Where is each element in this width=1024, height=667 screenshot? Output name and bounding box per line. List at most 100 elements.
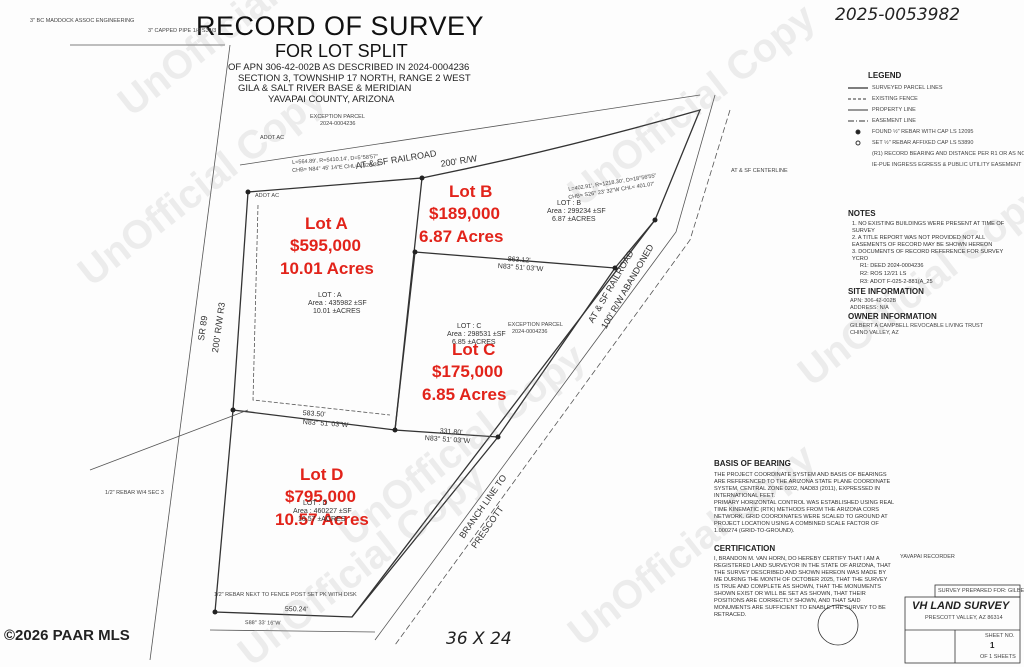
highway-line <box>149 44 231 661</box>
legend-item: FOUND ½" REBAR WITH CAP LS 12095 <box>872 129 974 135</box>
sheet-label: SHEET NO. <box>985 633 1015 639</box>
certification-title: CERTIFICATION <box>714 544 776 553</box>
basis-paragraph: PRIMARY HORIZONTAL CONTROL WAS ESTABLISH… <box>714 500 894 534</box>
lot-price: $795,000 <box>285 487 356 506</box>
header-line: OF APN 306-42-002B AS DESCRIBED IN 2024-… <box>228 62 470 73</box>
header-line: YAVAPAI COUNTY, ARIZONA <box>268 93 395 105</box>
plat-area: Area : 299234 ±SF <box>547 208 606 215</box>
railroad-line <box>351 219 656 618</box>
header-line: GILA & SALT RIVER BASE & MERIDIAN <box>238 83 412 94</box>
monuments <box>212 175 658 615</box>
prepared-for: SURVEY PREPARED FOR: GILBERT A CAMPBELL <box>938 588 1024 594</box>
certification-text: I, BRANDON M. VAN HORN, DO HEREBY CERTIF… <box>714 556 891 618</box>
document-number: 2025-0053982 <box>835 5 961 25</box>
site-line: ADDRESS: N/A <box>850 305 889 311</box>
note-item: 3. DOCUMENTS OF RECORD REFERENCE FOR SUR… <box>852 249 1004 262</box>
monument <box>212 609 218 615</box>
plat-area: Area : 435982 ±SF <box>308 300 367 307</box>
plat-label: 2024-0004236 <box>512 329 548 335</box>
firm-name: VH LAND SURVEY <box>912 600 1010 612</box>
monument <box>612 265 618 271</box>
plat-lot-label: LOT : D <box>303 500 328 507</box>
plat-label: 3" CAPPED PIPE 1/4 S34/3 <box>148 28 217 34</box>
lot-c-boundary <box>394 251 616 438</box>
site-line: APN: 306-42-002B <box>850 298 897 304</box>
lot-b-boundary <box>414 109 702 269</box>
plat-label: 2024-0004236 <box>320 121 356 127</box>
site-title: SITE INFORMATION <box>848 287 924 296</box>
copyright: ©2026 PAAR MLS <box>4 627 130 644</box>
owner-title: OWNER INFORMATION <box>848 312 937 321</box>
plat-area: Area : 460227 ±SF <box>293 508 352 515</box>
plat-label: 583.50' <box>302 410 326 419</box>
plat-area: Area : 298531 ±SF <box>447 331 506 338</box>
centerline <box>394 109 731 646</box>
notes-title: NOTES <box>848 209 876 218</box>
sheet-number: 1 <box>990 641 995 650</box>
plat-acres: 10.01 ±ACRES <box>313 308 361 315</box>
owner-line: CHINO VALLEY, AZ <box>850 330 899 336</box>
legend-item: PROPERTY LINE <box>872 107 916 113</box>
basis-paragraph: THE PROJECT COORDINATE SYSTEM AND BASIS … <box>714 472 891 499</box>
plat-label: EXCEPTION PARCEL <box>508 322 563 328</box>
lot-acres: 10.01 Acres <box>280 259 374 278</box>
railroad-rw <box>239 94 701 166</box>
lot-name: Lot C <box>452 340 496 359</box>
plat-lot-label: LOT : B <box>557 200 581 207</box>
monument <box>495 434 501 440</box>
legend-item: (R1) RECORD BEARING AND DISTANCE PER R1 … <box>872 151 1024 157</box>
lot-d-boundary <box>214 409 499 618</box>
plat-label: EXCEPTION PARCEL <box>310 114 365 120</box>
owner-line: GILBERT A CAMPBELL REVOCABLE LIVING TRUS… <box>850 323 984 329</box>
lot-name: Lot D <box>300 465 344 484</box>
scale-note: 36 X 24 <box>446 629 512 649</box>
monument <box>412 249 418 255</box>
legend-item: EXISTING FENCE <box>872 96 918 102</box>
plat-label: ADOT AC <box>260 135 285 141</box>
plat-acres: 10.57 ±ACRES <box>298 516 346 523</box>
note-item: 1. NO EXISTING BUILDINGS WERE PRESENT AT… <box>852 221 1005 234</box>
monument <box>245 189 251 195</box>
title: RECORD OF SURVEY <box>196 11 485 41</box>
plat-label: 1/2" REBAR W/4 SEC 3 <box>105 490 164 496</box>
monument <box>230 407 236 413</box>
plat-lot-label: LOT : C <box>457 323 482 330</box>
legend-item: SURVEYED PARCEL LINES <box>872 85 943 91</box>
legend-title: LEGEND <box>868 71 902 80</box>
lot-acres: 10.57 Acres <box>275 510 369 529</box>
note-item: R2: ROS 12/21 LS <box>860 271 907 277</box>
lot-price: $595,000 <box>290 236 361 255</box>
fence-line <box>252 204 391 416</box>
monument <box>652 217 658 223</box>
legend-item: IE-PUE INGRESS EGRESS & PUBLIC UTILITY E… <box>872 162 1022 168</box>
tie-line <box>89 409 249 471</box>
firm-city: PRESCOTT VALLEY, AZ 86314 <box>925 615 1003 621</box>
note-item: R1: DEED 2024-0004236 <box>860 263 924 269</box>
plat-label: 3" BC MADDOCK ASSOC ENGINEERING <box>30 18 135 24</box>
monument <box>419 175 425 181</box>
plat-label: 550.24' <box>284 606 308 614</box>
note-item: R3: ADOT F-025-2-881(A_25 <box>860 279 933 285</box>
header-line: SECTION 3, TOWNSHIP 17 NORTH, RANGE 2 WE… <box>238 72 471 84</box>
plat-acres: 6.85 ±ACRES <box>452 339 496 346</box>
legend-swatches <box>848 87 868 146</box>
note-item: 2. A TITLE REPORT WAS NOT PROVIDED NOT A… <box>852 235 993 248</box>
title-block <box>817 584 1021 664</box>
plat-label: ADOT AC <box>255 193 280 199</box>
legend-item: EASEMENT LINE <box>872 118 916 124</box>
plat-label: S88° 33' 16"W <box>244 620 281 627</box>
legend-swatch <box>855 140 861 146</box>
sheet-of: OF 1 SHEETS <box>980 654 1016 660</box>
plat-lot-label: LOT : A <box>318 292 342 299</box>
lot-price: $189,000 <box>429 204 500 223</box>
plat-acres: 6.87 ±ACRES <box>552 216 596 223</box>
lot-name: Lot A <box>305 214 348 233</box>
recorder-stamp: YAVAPAI RECORDER <box>900 554 955 560</box>
south-line <box>209 629 376 633</box>
basis-title: BASIS OF BEARING <box>714 459 791 468</box>
abandoned-rw <box>374 94 716 641</box>
subtitle: FOR LOT SPLIT <box>275 41 408 61</box>
legend-item: SET ½" REBAR AFFIXED CAP LS 53890 <box>872 140 974 146</box>
